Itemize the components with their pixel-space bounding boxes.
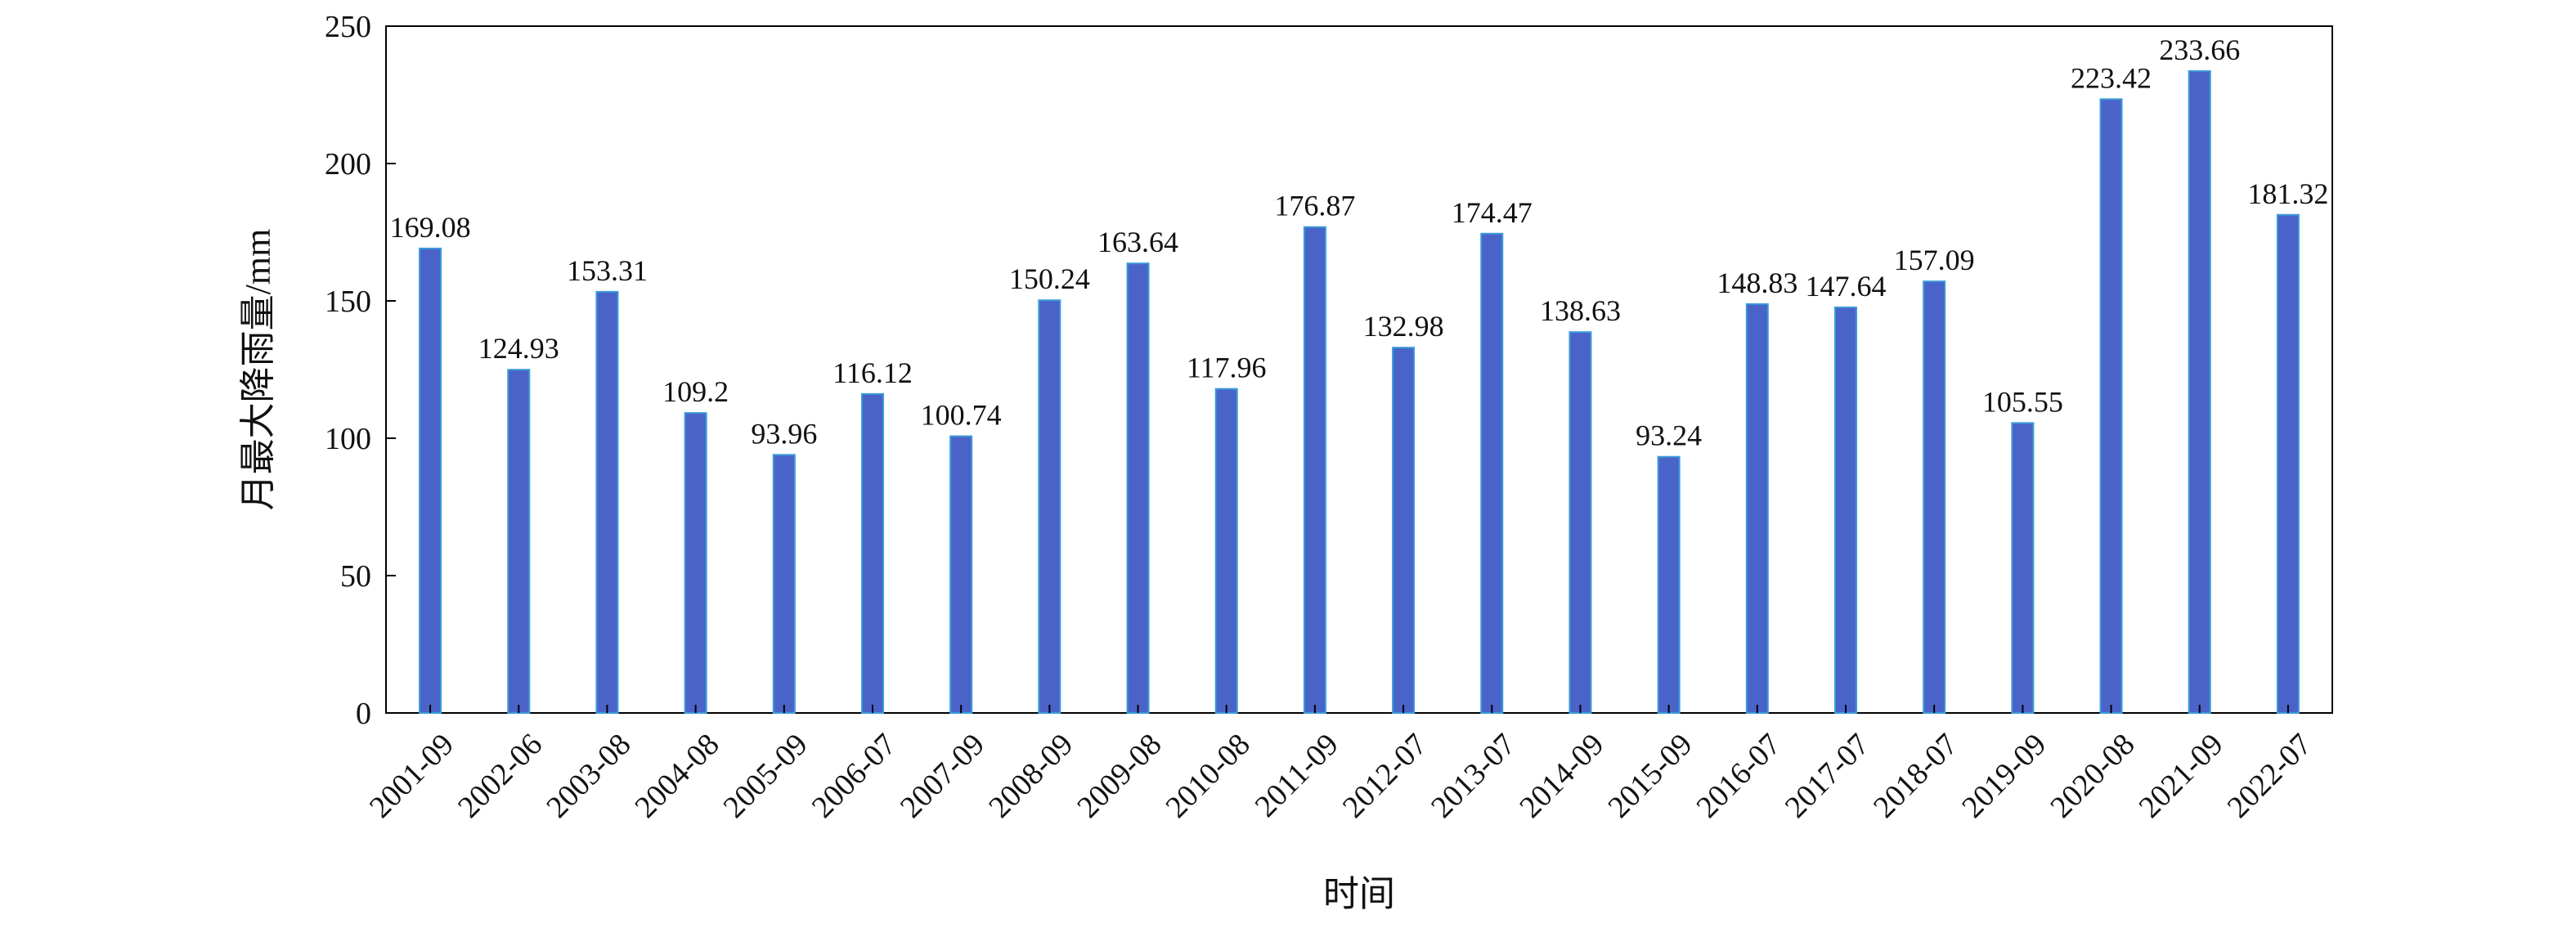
bar: [1923, 280, 1946, 714]
bar: [861, 392, 884, 714]
data-label: 169.08: [390, 211, 471, 244]
x-tick-label: 2004-08: [628, 727, 725, 824]
x-tick-label: 2020-08: [2044, 727, 2141, 824]
plot-frame: [385, 25, 2333, 714]
x-tick-label: 2001-09: [363, 727, 460, 824]
x-tick-label: 2014-09: [1513, 727, 1610, 824]
data-label: 116.12: [832, 356, 913, 389]
bar: [2099, 98, 2123, 715]
bar: [684, 412, 707, 714]
bars: [419, 69, 2300, 715]
x-tick-label: 2007-09: [894, 727, 991, 824]
data-label: 109.2: [662, 375, 729, 408]
y-tick-label: 100: [325, 422, 371, 456]
data-label: 93.96: [751, 417, 817, 450]
data-label: 100.74: [921, 399, 1002, 432]
data-label: 117.96: [1187, 352, 1267, 384]
data-label: 132.98: [1363, 310, 1444, 343]
bar: [419, 247, 442, 715]
bar: [1568, 331, 1592, 714]
x-tick-label: 2006-07: [806, 727, 903, 824]
data-label: 150.24: [1009, 262, 1090, 295]
data-label: 148.83: [1717, 267, 1797, 299]
data-label: 223.42: [2071, 61, 2152, 94]
data-label: 105.55: [1982, 385, 2063, 418]
x-tick-label: 2017-07: [1779, 727, 1876, 824]
y-tick-label: 0: [356, 697, 371, 731]
x-tick-label: 2013-07: [1425, 727, 1522, 824]
data-label: 124.93: [478, 332, 559, 365]
bar: [1480, 232, 1504, 714]
y-tick-label: 200: [325, 147, 371, 182]
bar: [1038, 299, 1061, 714]
x-tick-label: 2022-07: [2221, 727, 2318, 824]
y-axis-title: 月最大降雨量/mm: [238, 229, 278, 511]
bar: [2188, 69, 2211, 714]
x-tick-label: 2016-07: [1690, 727, 1788, 824]
data-label: 163.64: [1097, 226, 1178, 258]
bar: [1214, 388, 1238, 714]
bar: [1126, 262, 1150, 714]
data-labels: 169.08 124.93 153.31 109.2 93.96 116.12100.74…: [390, 34, 2329, 452]
plot-area: 169.08 124.93 153.31 109.2 93.96 116.12100.74…: [385, 25, 2333, 715]
data-label: 176.87: [1274, 190, 1355, 222]
x-tick-label: 2015-09: [1601, 727, 1699, 824]
data-label: 157.09: [1894, 244, 1975, 276]
data-label: 174.47: [1452, 196, 1533, 229]
x-tick-label: 2009-08: [1070, 727, 1168, 824]
x-tick-label: 2002-06: [451, 727, 549, 824]
x-tick-label: 2018-07: [1867, 727, 1964, 824]
y-tick-label: 150: [325, 285, 371, 319]
bar: [1303, 226, 1326, 714]
x-tick-label: 2005-09: [717, 727, 815, 824]
y-tick-label: 250: [325, 10, 371, 44]
bar: [595, 290, 619, 714]
bar: [1745, 303, 1769, 714]
bar: [507, 369, 531, 714]
data-label: 93.24: [1636, 419, 1702, 452]
data-label: 181.32: [2247, 177, 2328, 210]
x-tick-label: 2011-09: [1249, 727, 1345, 823]
bar: [1657, 455, 1681, 715]
data-label: 147.64: [1806, 270, 1887, 303]
bar: [1834, 306, 1857, 714]
data-label: 138.63: [1540, 294, 1621, 327]
x-axis: 2001-092002-062003-082004-082005-092006-…: [363, 705, 2318, 825]
bar: [2276, 213, 2300, 715]
x-axis-title: 时间: [1323, 874, 1395, 914]
bar: [1392, 347, 1416, 714]
y-tick-label: 50: [340, 559, 371, 594]
x-tick-label: 2008-09: [982, 727, 1079, 824]
x-tick-label: 2003-08: [540, 727, 637, 824]
x-tick-label: 2012-07: [1336, 727, 1434, 824]
data-label: 153.31: [567, 254, 648, 287]
data-label: 233.66: [2159, 34, 2240, 66]
bar: [949, 435, 973, 714]
x-tick-label: 2010-08: [1160, 727, 1257, 824]
x-tick-label: 2021-09: [2133, 727, 2230, 824]
bar: [2011, 422, 2035, 714]
y-axis: 0 50 100 150 200 250: [325, 10, 396, 731]
x-tick-label: 2019-09: [1955, 727, 2053, 824]
bar: [772, 454, 796, 714]
